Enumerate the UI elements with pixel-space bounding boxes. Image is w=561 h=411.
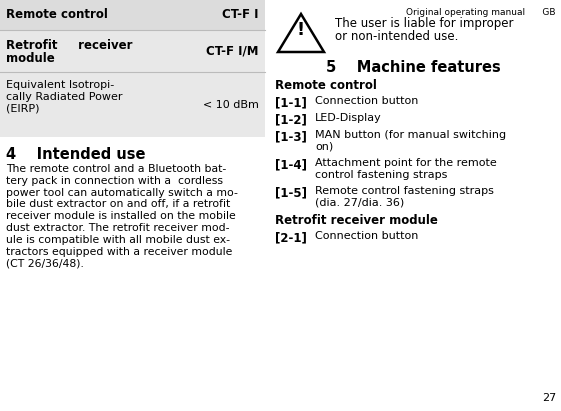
Text: (EIRP): (EIRP) [6, 103, 39, 113]
Text: [1-5]: [1-5] [275, 186, 307, 199]
Text: receiver module is installed on the mobile: receiver module is installed on the mobi… [6, 211, 236, 221]
Text: (CT 26/36/48).: (CT 26/36/48). [6, 259, 84, 268]
Text: control fastening straps: control fastening straps [315, 169, 447, 180]
Text: ule is compatible with all mobile dust ex-: ule is compatible with all mobile dust e… [6, 235, 230, 245]
Text: Remote control fastening straps: Remote control fastening straps [315, 186, 494, 196]
Bar [0, 30, 265, 72]
Text: tractors equipped with a receiver module: tractors equipped with a receiver module [6, 247, 232, 256]
Text: Retrofit receiver module: Retrofit receiver module [275, 214, 438, 227]
Text: LED-Display: LED-Display [315, 113, 381, 123]
Text: CT-F I: CT-F I [223, 9, 259, 21]
Text: 4    Intended use: 4 Intended use [6, 147, 145, 162]
Text: cally Radiated Power: cally Radiated Power [6, 92, 122, 102]
Text: on): on) [315, 141, 333, 152]
Text: (dia. 27/dia. 36): (dia. 27/dia. 36) [315, 198, 404, 208]
Bar [0, 72, 265, 137]
Bar [0, 0, 265, 30]
Text: [2-1]: [2-1] [275, 231, 307, 244]
Text: MAN button (for manual switching: MAN button (for manual switching [315, 130, 506, 140]
Text: The remote control and a Bluetooth bat-: The remote control and a Bluetooth bat- [6, 164, 226, 174]
Text: [1-1]: [1-1] [275, 96, 307, 109]
Text: [1-3]: [1-3] [275, 130, 307, 143]
Text: tery pack in connection with a  cordless: tery pack in connection with a cordless [6, 176, 223, 186]
Text: [1-4]: [1-4] [275, 158, 307, 171]
Text: Connection button: Connection button [315, 231, 419, 241]
Text: module: module [6, 52, 55, 65]
Text: power tool can automatically switch a mo-: power tool can automatically switch a mo… [6, 187, 238, 198]
Text: The user is liable for improper: The user is liable for improper [335, 17, 513, 30]
Text: 27: 27 [542, 393, 556, 403]
Text: Equivalent Isotropi-: Equivalent Isotropi- [6, 80, 114, 90]
Text: !: ! [297, 21, 305, 39]
Text: Remote control: Remote control [6, 9, 108, 21]
Text: Remote control: Remote control [275, 79, 377, 92]
Text: [1-2]: [1-2] [275, 113, 307, 126]
Text: Retrofit     receiver: Retrofit receiver [6, 39, 132, 52]
Text: dust extractor. The retrofit receiver mod-: dust extractor. The retrofit receiver mo… [6, 223, 229, 233]
Text: 5    Machine features: 5 Machine features [325, 60, 500, 75]
Text: Connection button: Connection button [315, 96, 419, 106]
Text: < 10 dBm: < 10 dBm [203, 99, 259, 109]
Text: bile dust extractor on and off, if a retrofit: bile dust extractor on and off, if a ret… [6, 199, 230, 209]
Text: Attachment point for the remote: Attachment point for the remote [315, 158, 496, 168]
Text: CT-F I/M: CT-F I/M [206, 44, 259, 58]
Polygon shape [278, 14, 324, 52]
Text: or non-intended use.: or non-intended use. [335, 30, 458, 43]
Text: Original operating manual      GB: Original operating manual GB [407, 8, 556, 17]
